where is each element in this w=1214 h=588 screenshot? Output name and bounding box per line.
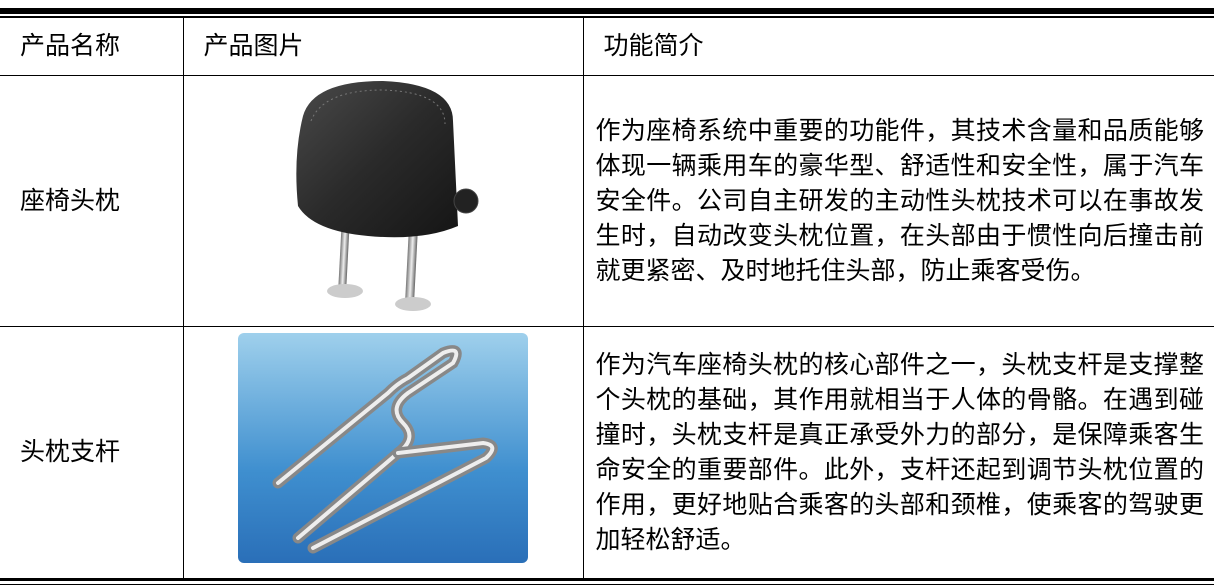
support-rod-image — [238, 332, 528, 563]
header-cell: 产品图片 — [182, 17, 584, 76]
top-rule — [0, 8, 1214, 14]
header-cell: 功能简介 — [582, 17, 1214, 76]
header-row: 产品名称 产品图片 功能简介 — [0, 17, 1214, 76]
headrest-image — [296, 81, 479, 311]
product-description: 作为座椅系统中重要的功能件，其技术含量和品质能够体现一辆乘用车的豪华型、舒适性和… — [582, 75, 1214, 327]
bottom-rule — [0, 579, 1214, 581]
product-name: 头枕支杆 — [0, 326, 184, 579]
table-row: 座椅头枕 作为座椅系统中重要的功能件，其技术含量和品质能够体现一辆乘用车的豪华型… — [0, 75, 1214, 327]
product-description: 作为汽车座椅头枕的核心部件之一，头枕支杆是支撑整个头枕的基础，其作用就相当于人体… — [582, 326, 1214, 579]
top-rule-thin — [0, 16, 1214, 17]
product-image-cell — [182, 75, 584, 327]
table-row: 头枕支杆 作为汽车座椅头枕的核心部件之一，头枕支杆是支撑整个头枕的基础，其作用就… — [0, 326, 1214, 579]
product-name: 座椅头枕 — [0, 75, 184, 327]
product-table: 产品名称 产品图片 功能简介 座椅头枕 作为座椅系统中重要的功能件，其技术含量和… — [0, 17, 1214, 579]
product-image-cell — [182, 326, 584, 579]
header-cell: 产品名称 — [0, 17, 184, 76]
bottom-rule-thin — [0, 584, 1214, 585]
